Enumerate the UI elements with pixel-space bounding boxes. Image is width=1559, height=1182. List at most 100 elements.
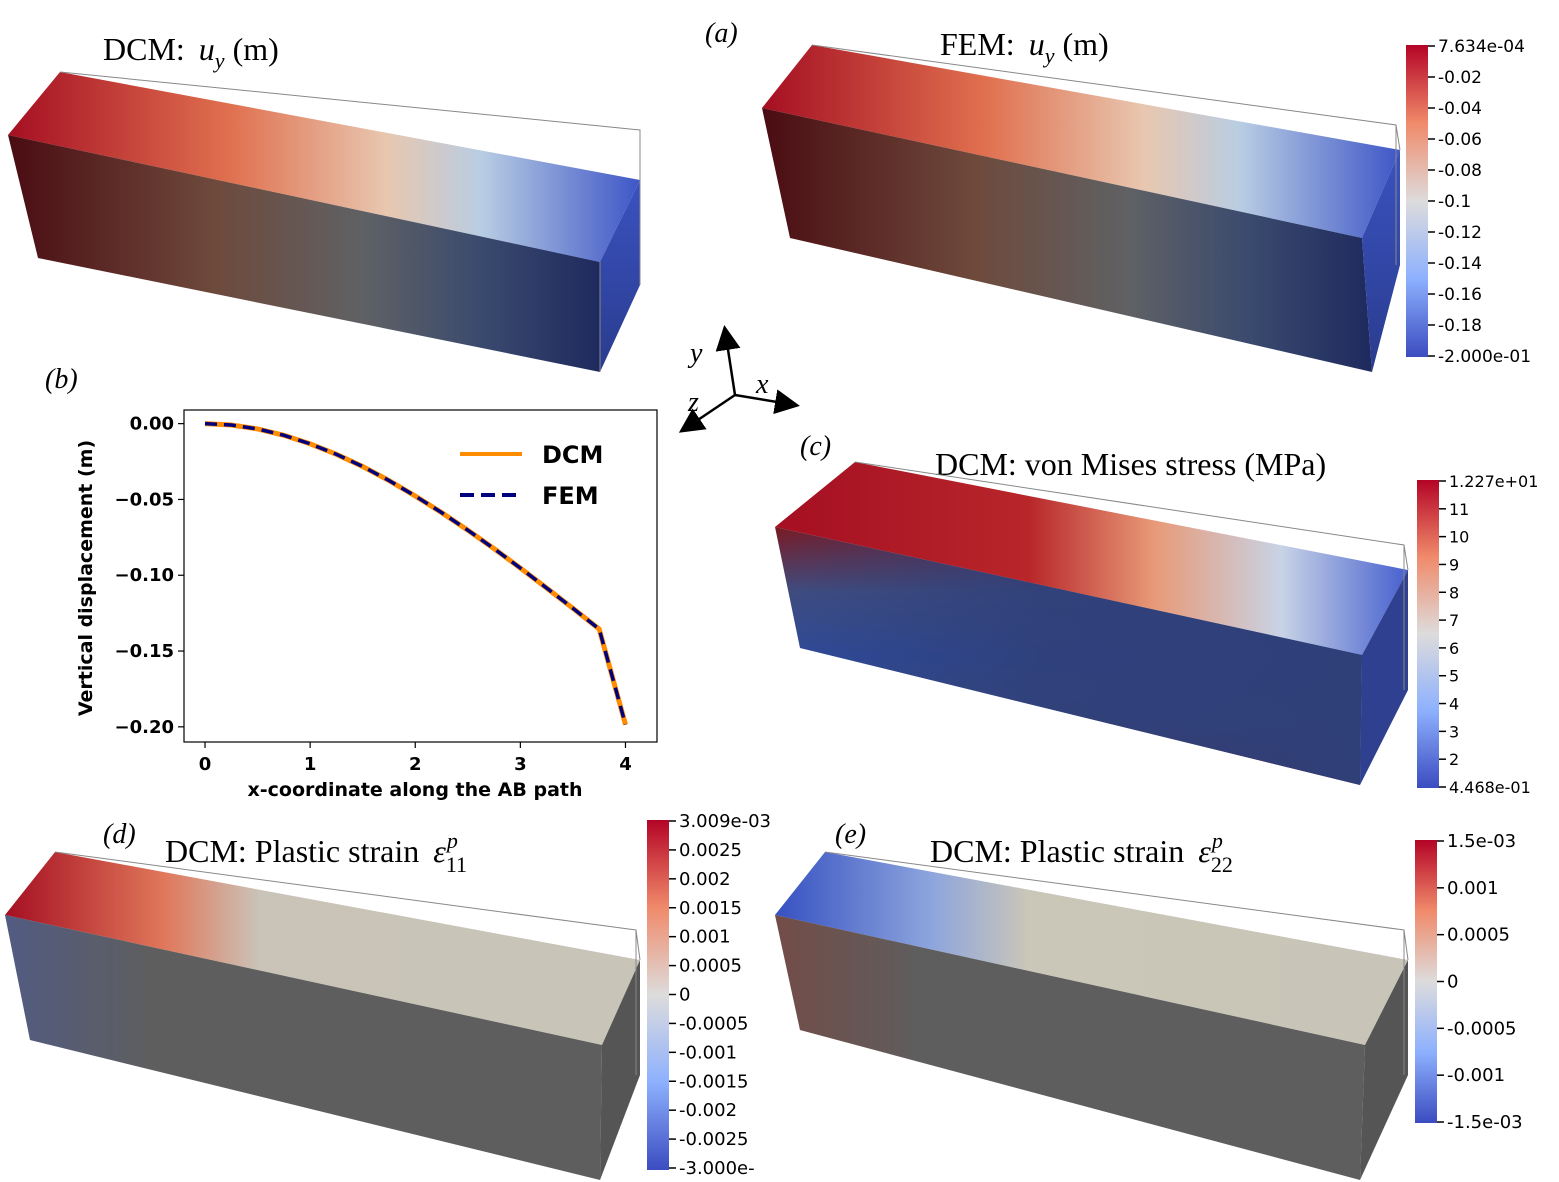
panel-c-title: DCM: von Mises stress (MPa): [935, 446, 1326, 482]
colorbar-tick-label: -0.14: [1438, 254, 1482, 274]
colorbar-e: 1.5e-03 0.001 0.0005 0 -0.0005 -0.001 -1.5e-03: [1415, 831, 1523, 1133]
colorbar-tick-label: 3: [1449, 722, 1459, 741]
colorbar-tick-label: -0.16: [1438, 285, 1482, 305]
chart-xtick-label: 4: [619, 754, 632, 775]
chart-ytick-label: −0.15: [115, 641, 175, 662]
axis-y-label: y: [687, 338, 703, 369]
colorbar-tick-label: 0: [679, 985, 690, 1006]
chart-legend: DCM FEM: [460, 441, 603, 510]
colorbar-tick-label: -0.0005: [1447, 1018, 1516, 1039]
colorbar-tick-label: 0.0005: [679, 956, 742, 977]
colorbar-e-gradient: [1415, 840, 1437, 1123]
colorbar-tick-label: -0.001: [679, 1042, 737, 1063]
colorbar-tick-label: -0.18: [1438, 316, 1482, 336]
colorbar-tick-label: 4.468e-01: [1449, 778, 1531, 797]
beam-top-face: [5, 852, 640, 1045]
beam-end-face: [1362, 150, 1400, 372]
beam-end-face: [600, 180, 640, 372]
panel-e-beam: [775, 851, 1409, 1180]
colorbar-tick-label: 0.001: [679, 927, 731, 948]
colorbar-tick-label: -0.002: [679, 1100, 737, 1121]
colorbar-tick-label: -0.12: [1438, 223, 1482, 243]
legend-dcm-label: DCM: [542, 441, 603, 469]
line-chart: 0 1 2 3 4 0.00 −0.05 −0.10 −0.15 −0.20 DCM FEM x-…: [75, 409, 658, 801]
colorbar-tick-label: -0.06: [1438, 130, 1482, 150]
colorbar-tick-label: 0.0015: [679, 898, 742, 919]
colorbar-tick-label: 8: [1449, 583, 1459, 602]
colorbar-tick-label: 0: [1447, 972, 1458, 993]
chart-ytick-label: −0.20: [115, 717, 175, 738]
colorbar-tick-label: 0.0025: [679, 840, 742, 861]
panel-d-label: (d): [103, 819, 136, 850]
beam-side-face: [8, 135, 600, 372]
colorbar-d: 3.009e-03 0.0025 0.002 0.0015 0.001 0.0005 0 -0…: [647, 811, 771, 1179]
colorbar-a-gradient: [1406, 45, 1428, 357]
panel-e-label: (e): [835, 819, 866, 850]
beam-side-shade: [775, 527, 1362, 785]
panel-a-dcm-beam: [8, 71, 641, 372]
colorbar-tick-label: 4: [1449, 695, 1459, 714]
colorbar-tick-label: -0.08: [1438, 161, 1482, 181]
colorbar-d-gradient: [647, 820, 669, 1170]
chart-ytick-label: −0.05: [115, 489, 175, 510]
colorbar-tick-label: -0.0005: [679, 1013, 748, 1034]
chart-series-dcm: [204, 421, 628, 726]
colorbar-tick-label: 0.001: [1447, 878, 1499, 899]
chart-xlabel: x-coordinate along the AB path: [248, 779, 583, 801]
axes-triad: y x z: [678, 325, 800, 433]
beam-side-face: [762, 108, 1372, 372]
colorbar-tick-label: 2: [1449, 750, 1459, 769]
panel-e-title: DCM: Plastic strain εp 22: [930, 828, 1233, 877]
beam-end-face: [1360, 960, 1408, 1180]
colorbar-tick-label: 5: [1449, 667, 1459, 686]
colorbar-c: 1.227e+01 11 10 9 8 7 6 5 4 3 2 4.468e-01: [1417, 472, 1538, 797]
colorbar-tick-label: 1.227e+01: [1449, 472, 1538, 491]
beam-top-face: [775, 462, 1408, 655]
colorbar-tick-label: 7: [1449, 611, 1459, 630]
colorbar-tick-label: -0.1: [1438, 192, 1471, 212]
colorbar-tick-label: 3.009e-03: [679, 811, 771, 832]
panel-c-label: (c): [800, 431, 831, 462]
beam-top-face: [762, 45, 1400, 238]
axis-z-label: z: [687, 387, 699, 418]
beam-top-face: [8, 72, 640, 262]
chart-xtick-label: 2: [409, 754, 422, 775]
panel-c-beam: [775, 461, 1409, 785]
axis-x-label: x: [755, 369, 769, 400]
panel-d-title: DCM: Plastic strain εp 11: [165, 828, 467, 877]
colorbar-tick-label: -0.0015: [679, 1071, 748, 1092]
colorbar-c-gradient: [1417, 480, 1439, 788]
colorbar-tick-label: 9: [1449, 555, 1459, 574]
beam-end-face: [1360, 570, 1408, 785]
colorbar-tick-label: -0.02: [1438, 68, 1482, 88]
colorbar-tick-label: -0.04: [1438, 99, 1482, 119]
colorbar-tick-label: 1.5e-03: [1447, 831, 1516, 852]
chart-ytick-label: 0.00: [130, 414, 174, 435]
panel-a-fem-beam: [762, 44, 1401, 372]
colorbar-tick-label: 10: [1449, 528, 1469, 547]
panel-a-label: (a): [705, 18, 738, 49]
colorbar-tick-label: 0.0005: [1447, 925, 1510, 946]
colorbar-tick-label: -1.5e-03: [1447, 1112, 1523, 1133]
legend-fem-label: FEM: [542, 482, 599, 510]
colorbar-tick-label: 0.002: [679, 869, 731, 890]
colorbar-tick-label: -3.000e-: [679, 1158, 755, 1179]
colorbar-tick-label: -0.001: [1447, 1065, 1505, 1086]
colorbar-tick-label: 11: [1449, 500, 1469, 519]
panel-b-label: (b): [45, 364, 78, 395]
colorbar-a: 7.634e-04 -0.02 -0.04 -0.06 -0.08 -0.1 -0.12 -0…: [1406, 37, 1531, 367]
panel-a-dcm-title: DCM: uy (m): [103, 31, 279, 73]
colorbar-tick-label: -2.000e-01: [1438, 347, 1531, 367]
chart-xtick-label: 3: [514, 754, 527, 775]
colorbar-tick-label: 6: [1449, 639, 1459, 658]
beam-end-face: [600, 960, 640, 1180]
chart-plot-area: [183, 409, 658, 743]
chart-ylabel: Vertical displacement (m): [75, 440, 97, 716]
colorbar-tick-label: 7.634e-04: [1438, 37, 1525, 57]
chart-xtick-label: 0: [199, 754, 212, 775]
chart-ytick-label: −0.10: [115, 565, 175, 586]
chart-xtick-label: 1: [304, 754, 317, 775]
colorbar-tick-label: -0.0025: [679, 1129, 748, 1150]
panel-d-beam: [5, 851, 641, 1180]
